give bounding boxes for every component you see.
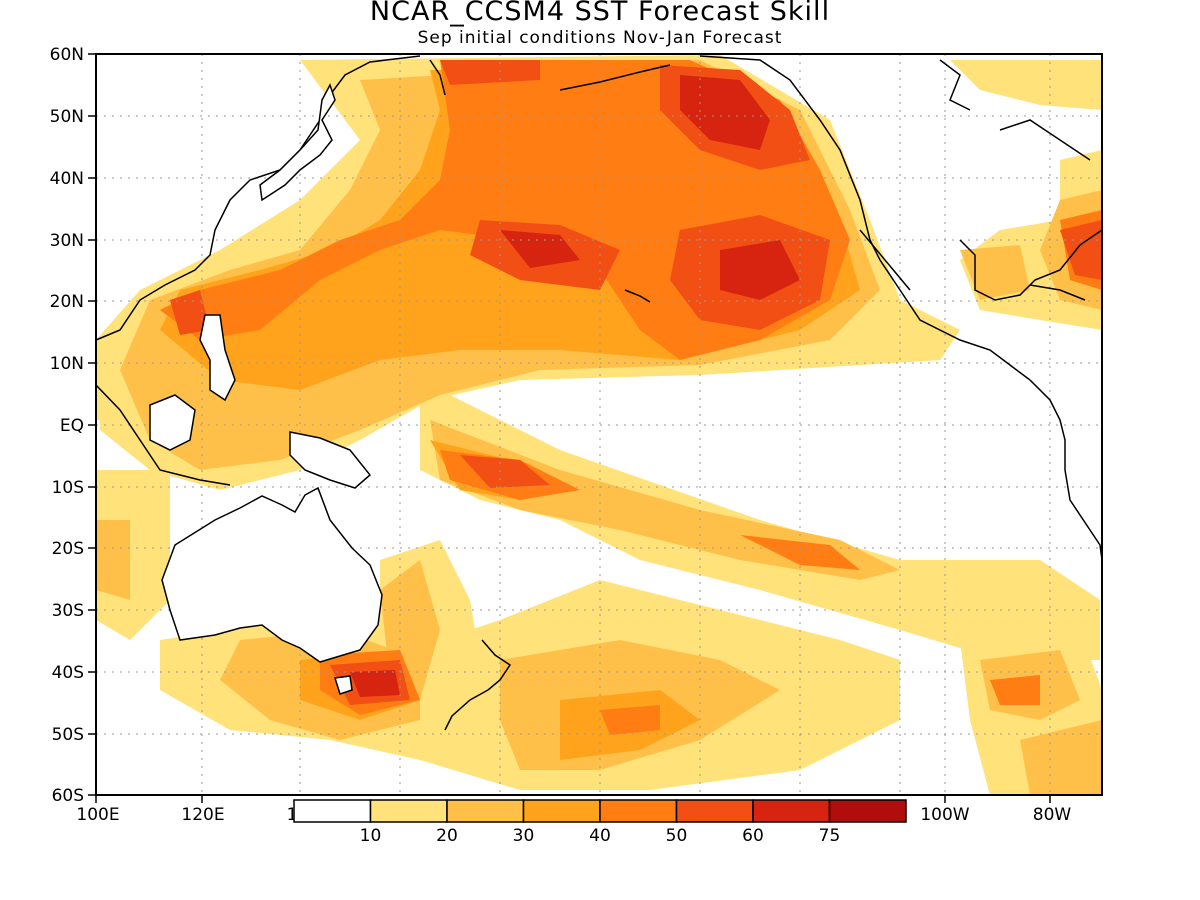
- legend-swatch: [599, 799, 678, 823]
- legend-swatch: [293, 799, 372, 823]
- lat-label: EQ: [60, 416, 84, 436]
- tasmania-landmass: [334, 675, 353, 695]
- skill-field: [96, 54, 1102, 795]
- lat-label: 30S: [52, 601, 84, 621]
- lon-label: 100E: [76, 805, 119, 825]
- chart-title: NCAR_CCSM4 SST Forecast Skill: [369, 0, 831, 27]
- lon-label: 120E: [181, 805, 224, 825]
- legend-label: 75: [819, 826, 841, 846]
- color-legend: 10 20 30 40 50 60 75: [293, 799, 907, 846]
- legend-swatch: [369, 799, 448, 823]
- legend-label: 50: [666, 826, 688, 846]
- lat-label: 20S: [52, 539, 84, 559]
- lon-label: 100W: [920, 805, 969, 825]
- chart-subtitle: Sep initial conditions Nov-Jan Forecast: [417, 28, 783, 48]
- lat-label: 10N: [50, 354, 84, 374]
- philippines-landmass: [199, 314, 236, 402]
- legend-label: 10: [360, 826, 382, 846]
- axis-ticks: [88, 53, 1051, 803]
- latitude-labels: 60N 50N 40N 30N 20N 10N EQ 10S 20S 30S 4…: [50, 45, 84, 806]
- legend-swatch: [828, 799, 907, 823]
- lat-label: 40N: [50, 169, 84, 189]
- lon-label: 1: [287, 805, 298, 825]
- lat-label: 20N: [50, 292, 84, 312]
- coastlines: [96, 55, 1102, 731]
- legend-label: 60: [742, 826, 764, 846]
- legend-label: 40: [589, 826, 611, 846]
- lat-label: 40S: [52, 663, 84, 683]
- lat-label: 10S: [52, 478, 84, 498]
- australia-landmass: [161, 486, 383, 663]
- lon-label: 80W: [1033, 805, 1072, 825]
- legend-label: 20: [436, 826, 458, 846]
- legend-swatch: [752, 799, 831, 823]
- legend-swatch: [446, 799, 525, 823]
- lat-label: 50S: [52, 725, 84, 745]
- borneo-landmass: [149, 394, 196, 451]
- lat-label: 60N: [50, 45, 84, 65]
- longitude-labels: 100E 120E 1 100W 80W: [76, 805, 1071, 825]
- graticule: [96, 54, 1102, 795]
- legend-label: 30: [513, 826, 535, 846]
- legend-swatch: [675, 799, 754, 823]
- lat-label: 30N: [50, 231, 84, 251]
- new-guinea-landmass: [289, 431, 372, 489]
- legend-swatch: [522, 799, 601, 823]
- lat-label: 60S: [52, 786, 84, 806]
- lat-label: 50N: [50, 107, 84, 127]
- new-zealand-landmass: [481, 639, 512, 691]
- japan-landmass: [259, 83, 336, 202]
